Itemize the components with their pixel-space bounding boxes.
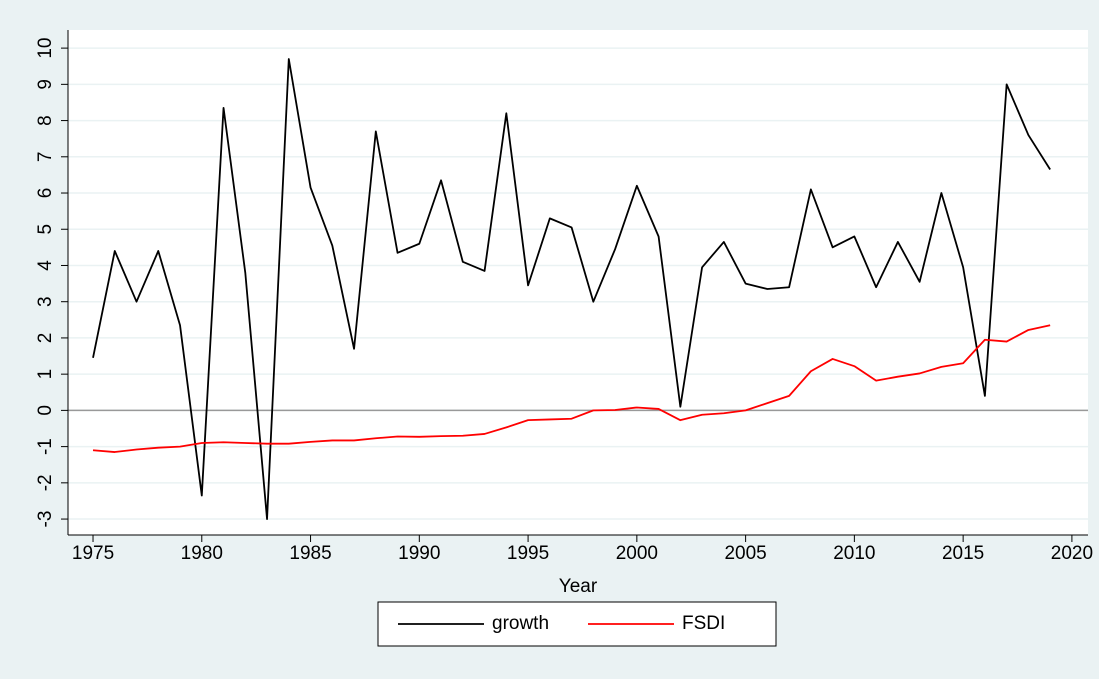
x-tick-label: 2020 xyxy=(1051,543,1093,564)
y-tick-label: 4 xyxy=(35,260,56,271)
y-tick-label: -2 xyxy=(35,474,56,491)
x-tick-label: 2010 xyxy=(833,543,875,564)
y-tick-label: 3 xyxy=(35,296,56,307)
y-tick-label: -1 xyxy=(35,438,56,455)
x-tick-label: 2005 xyxy=(724,543,766,564)
y-tick-label: 2 xyxy=(35,333,56,344)
y-tick-label: 1 xyxy=(35,369,56,380)
y-tick-label: 8 xyxy=(35,115,56,126)
x-axis-label: Year xyxy=(559,576,598,597)
series-line xyxy=(92,58,1051,520)
x-tick-label: 2015 xyxy=(942,543,984,564)
legend-label: growth xyxy=(492,613,549,634)
x-tick-label: 1975 xyxy=(72,543,114,564)
y-tick-label: 6 xyxy=(35,188,56,199)
y-tick-label: 10 xyxy=(35,38,56,59)
legend-label: FSDI xyxy=(682,613,725,634)
y-tick-label: 5 xyxy=(35,224,56,235)
series-line xyxy=(92,324,1051,453)
y-tick-label: 7 xyxy=(35,152,56,163)
y-tick-label: 9 xyxy=(35,79,56,90)
x-tick-label: 1980 xyxy=(181,543,223,564)
y-tick-label: -3 xyxy=(35,511,56,528)
plot-area xyxy=(68,30,1088,535)
x-tick-label: 2000 xyxy=(616,543,658,564)
x-tick-label: 1990 xyxy=(398,543,440,564)
x-tick-label: 1985 xyxy=(289,543,331,564)
x-tick-label: 1995 xyxy=(507,543,549,564)
y-tick-label: 0 xyxy=(35,405,56,416)
